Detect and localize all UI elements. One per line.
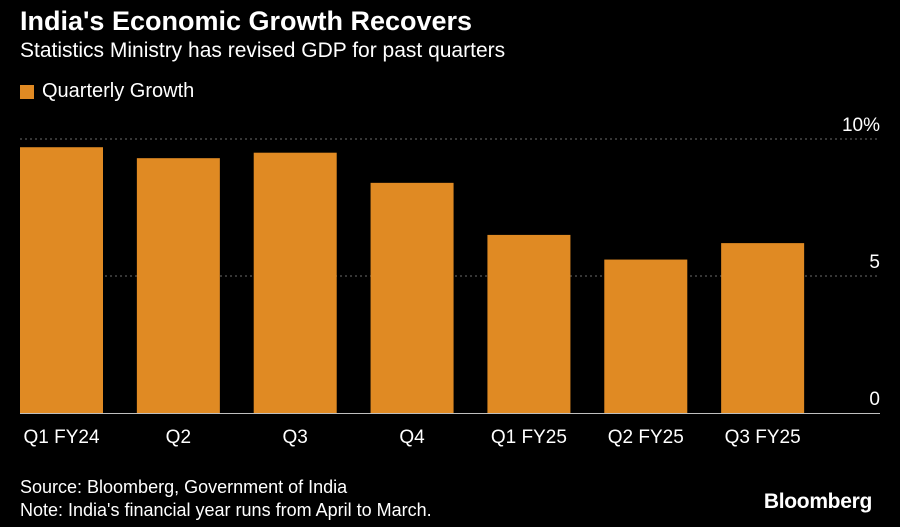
legend-swatch (20, 84, 34, 99)
bar (487, 234, 571, 413)
x-tick-label: Q3 FY25 (725, 427, 801, 448)
x-axis-labels: Q1 FY24 Q2 Q3 Q4 Q1 FY25 Q2 FY25 Q3 FY25 (23, 427, 800, 448)
chart-subtitle: Statistics Ministry has revised GDP for … (20, 39, 506, 62)
x-tick-label: Q4 (399, 427, 425, 448)
chart-title: India's Economic Growth Recovers (20, 6, 473, 36)
bar (20, 147, 103, 413)
x-tick-label: Q1 FY24 (23, 427, 99, 448)
y-tick-label: 10% (842, 115, 880, 136)
source-note: Source: Bloomberg, Government of India (20, 477, 348, 497)
y-tick-label: 0 (869, 389, 880, 410)
legend-label: Quarterly Growth (42, 80, 195, 102)
bloomberg-logo: Bloomberg (763, 490, 872, 513)
y-axis-ticks: 0 5 10% (842, 115, 880, 410)
x-tick-label: Q3 (283, 427, 308, 448)
y-tick-label: 5 (869, 252, 880, 273)
bar (136, 158, 220, 413)
chart-footer: Source: Bloomberg, Government of India N… (20, 476, 432, 522)
bar (253, 152, 337, 413)
bars (20, 147, 805, 413)
x-tick-label: Q2 FY25 (608, 427, 684, 448)
bar (604, 259, 688, 413)
bar (370, 182, 454, 413)
x-tick-label: Q1 FY25 (491, 427, 567, 448)
footnote: Note: India's financial year runs from A… (20, 500, 432, 520)
x-tick-label: Q2 (166, 427, 191, 448)
bar (721, 243, 805, 413)
chart-legend: Quarterly Growth (20, 80, 194, 103)
